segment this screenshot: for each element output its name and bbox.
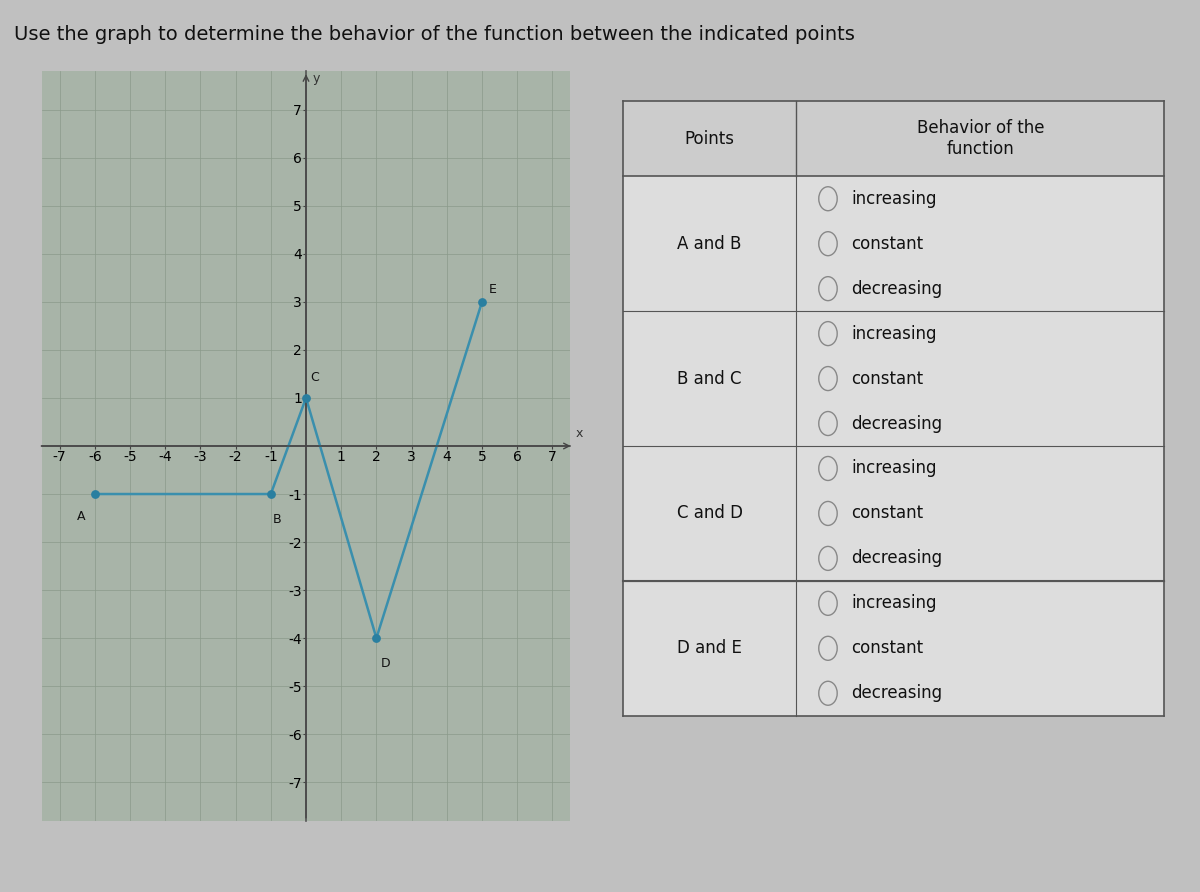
Bar (623, 311, 1164, 446)
Bar (623, 446, 1164, 581)
Point (85, 487, 104, 501)
Text: constant: constant (851, 640, 923, 657)
Text: constant: constant (851, 235, 923, 252)
Text: increasing: increasing (851, 325, 936, 343)
Text: constant: constant (851, 505, 923, 523)
Text: decreasing: decreasing (851, 415, 942, 433)
Text: decreasing: decreasing (851, 549, 942, 567)
Text: Behavior of the
function: Behavior of the function (917, 120, 1044, 158)
Text: C: C (311, 371, 319, 384)
Point (473, 294, 492, 309)
Text: x: x (575, 427, 583, 441)
Bar (623, 581, 1164, 715)
Text: D and E: D and E (677, 640, 742, 657)
Text: C and D: C and D (677, 505, 743, 523)
Text: decreasing: decreasing (851, 684, 942, 702)
Text: D: D (380, 657, 390, 670)
Point (262, 487, 281, 501)
Bar (623, 102, 1164, 177)
Text: increasing: increasing (851, 459, 936, 477)
Text: Use the graph to determine the behavior of the function between the indicated po: Use the graph to determine the behavior … (14, 25, 856, 44)
Point (367, 631, 386, 645)
Text: constant: constant (851, 369, 923, 387)
Text: B and C: B and C (678, 369, 742, 387)
Point (296, 391, 316, 405)
Text: increasing: increasing (851, 190, 936, 208)
Text: E: E (488, 284, 497, 296)
Bar (623, 177, 1164, 311)
Text: B: B (272, 513, 281, 526)
Text: A and B: A and B (678, 235, 742, 252)
Text: decreasing: decreasing (851, 280, 942, 298)
Text: y: y (313, 72, 320, 85)
Text: increasing: increasing (851, 594, 936, 612)
Text: Points: Points (685, 130, 734, 148)
Text: A: A (77, 510, 85, 524)
